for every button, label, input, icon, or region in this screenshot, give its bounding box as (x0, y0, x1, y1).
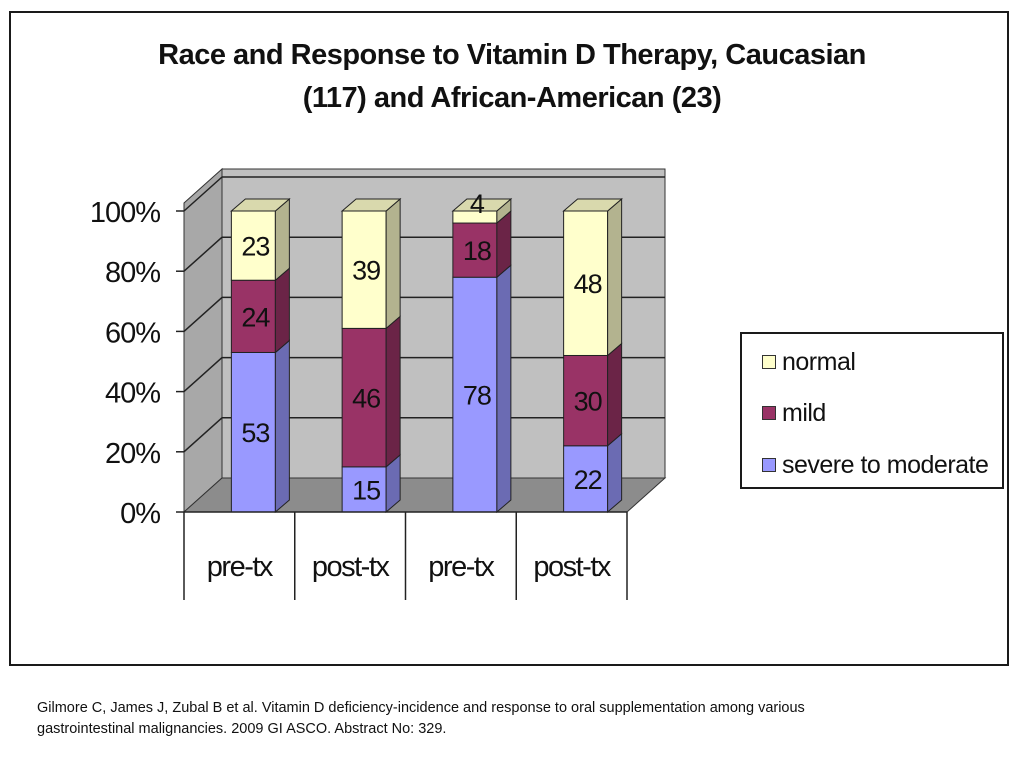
gridline-side (183, 296, 223, 332)
bar-severe-to-moderate-2 (341, 453, 401, 514)
x-tick-label-4: post-tx (533, 551, 612, 583)
y-tick-label: 40% (105, 378, 160, 410)
x-tick-label-2: post-tx (312, 551, 391, 583)
data-label-mild-3: 18 (463, 236, 491, 266)
y-tick-label: 0% (120, 498, 160, 530)
bar-mild-4-side (607, 342, 623, 447)
bar-normal-3 (451, 197, 513, 225)
data-label-normal-2: 39 (352, 256, 380, 286)
legend-item-mild: mild (762, 398, 826, 428)
bar-severe-to-moderate-4-side (607, 432, 623, 514)
bar-severe-to-moderate-1 (230, 339, 290, 514)
bar-normal-2-side (385, 197, 401, 330)
legend-label-severe-to-moderate: severe to moderate (782, 450, 989, 479)
bar-normal-2 (340, 197, 402, 330)
citation-line-2: gastrointestinal malignancies. 2009 GI A… (37, 721, 447, 737)
bar-normal-3-top (451, 198, 513, 212)
y-tick-label: 20% (105, 438, 160, 470)
data-label-mild-4: 30 (574, 387, 602, 417)
bar-normal-4-side (607, 197, 623, 357)
gridline-side (183, 357, 223, 393)
x-tick-label-1: pre-tx (207, 551, 274, 583)
data-label-severe-to-moderate-4: 22 (574, 465, 602, 495)
x-axis: pre-tx post-tx pre-tx post-tx (183, 511, 628, 600)
bar-mild-2-front (341, 327, 387, 468)
bar-severe-to-moderate-3 (452, 264, 512, 514)
legend-label-mild: mild (782, 398, 826, 427)
citation: Gilmore C, James J, Zubal B et al. Vitam… (37, 698, 977, 740)
bar-mild-1-front (230, 279, 276, 353)
data-label-normal-1: 23 (241, 232, 269, 262)
data-label-normal-3: 4 (470, 189, 485, 219)
data-label-severe-to-moderate-2: 15 (352, 475, 380, 505)
legend-swatch-mild (762, 406, 776, 420)
gridline-side (183, 236, 223, 272)
y-tick-label: 100% (90, 197, 160, 229)
data-label-normal-4: 48 (574, 269, 602, 299)
bar-severe-to-moderate-1-side (274, 339, 290, 514)
bar-normal-4-front (563, 210, 609, 356)
data-label-mild-2: 46 (352, 384, 380, 414)
citation-line-1: Gilmore C, James J, Zubal B et al. Vitam… (37, 700, 805, 716)
bar-mild-1-side (274, 267, 290, 354)
bar-severe-to-moderate-2-front (341, 466, 387, 513)
bar-severe-to-moderate-4 (563, 432, 623, 514)
bar-severe-to-moderate-4-front (563, 445, 609, 513)
chart-title-line-2: (117) and African-American (23) (302, 82, 722, 114)
data-label-severe-to-moderate-1: 53 (241, 418, 269, 448)
bar-normal-1-top (230, 198, 291, 212)
data-label-mild-1: 24 (241, 302, 270, 332)
bar-mild-3 (452, 209, 512, 279)
bar-normal-1 (230, 197, 291, 282)
chart-legend: normal mild severe to moderate (740, 332, 1004, 489)
y-tick-label: 60% (105, 317, 160, 349)
x-tick-label-3: pre-tx (428, 551, 495, 583)
plot-side-wall (183, 167, 223, 514)
gridline-side (183, 417, 223, 453)
legend-item-severe-to-moderate: severe to moderate (762, 450, 989, 480)
bar-normal-4-top (562, 198, 623, 212)
bar-mild-4 (563, 342, 623, 447)
bar-normal-2-top (340, 198, 402, 212)
y-tick-labels: 0% 20% 40% 60% 80% 100% (90, 197, 184, 530)
bar-normal-1-side (274, 197, 290, 282)
bar-mild-4-front (563, 354, 609, 447)
gridline-side (183, 176, 223, 212)
chart-title-line-1: Race and Response to Vitamin D Therapy, … (158, 39, 866, 71)
bars (230, 197, 623, 514)
legend-item-normal: normal (762, 347, 856, 377)
bar-normal-4 (562, 197, 623, 357)
legend-swatch-normal (762, 355, 776, 369)
chart-title: Race and Response to Vitamin D Therapy, … (0, 34, 1024, 120)
legend-label-normal: normal (782, 347, 856, 376)
bar-mild-2 (341, 315, 401, 468)
data-labels: 53 24 23 15 46 39 78 18 4 22 30 48 (241, 189, 602, 505)
legend-swatch-severe-to-moderate (762, 458, 776, 472)
y-tick-label: 80% (105, 257, 160, 289)
bar-mild-1 (230, 267, 290, 354)
data-label-severe-to-moderate-3: 78 (463, 381, 491, 411)
bar-mild-3-front (452, 222, 498, 278)
bar-severe-to-moderate-3-side (496, 264, 512, 514)
bar-mild-2-side (385, 315, 401, 468)
